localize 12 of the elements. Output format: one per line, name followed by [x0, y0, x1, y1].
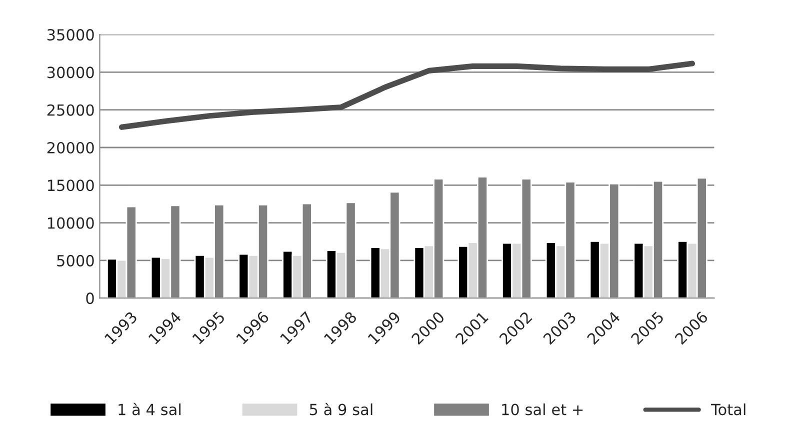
legend-label: Total: [710, 403, 746, 416]
y-tick-label: 30000: [47, 66, 94, 78]
legend-label: 10 sal et +: [502, 403, 583, 416]
y-tick-label: 25000: [47, 104, 94, 116]
y-tick-label: 0: [86, 292, 94, 304]
y-tick-label: 20000: [47, 142, 94, 154]
y-tick-label: 5000: [57, 254, 94, 266]
y-tick-label: 10000: [48, 217, 94, 229]
legend-label: 1 à 4 sal: [118, 402, 180, 416]
legend-label: 5 à 9 sal: [310, 402, 372, 416]
y-tick-label: 35000: [47, 29, 94, 41]
y-tick-label: 15000: [48, 180, 94, 192]
